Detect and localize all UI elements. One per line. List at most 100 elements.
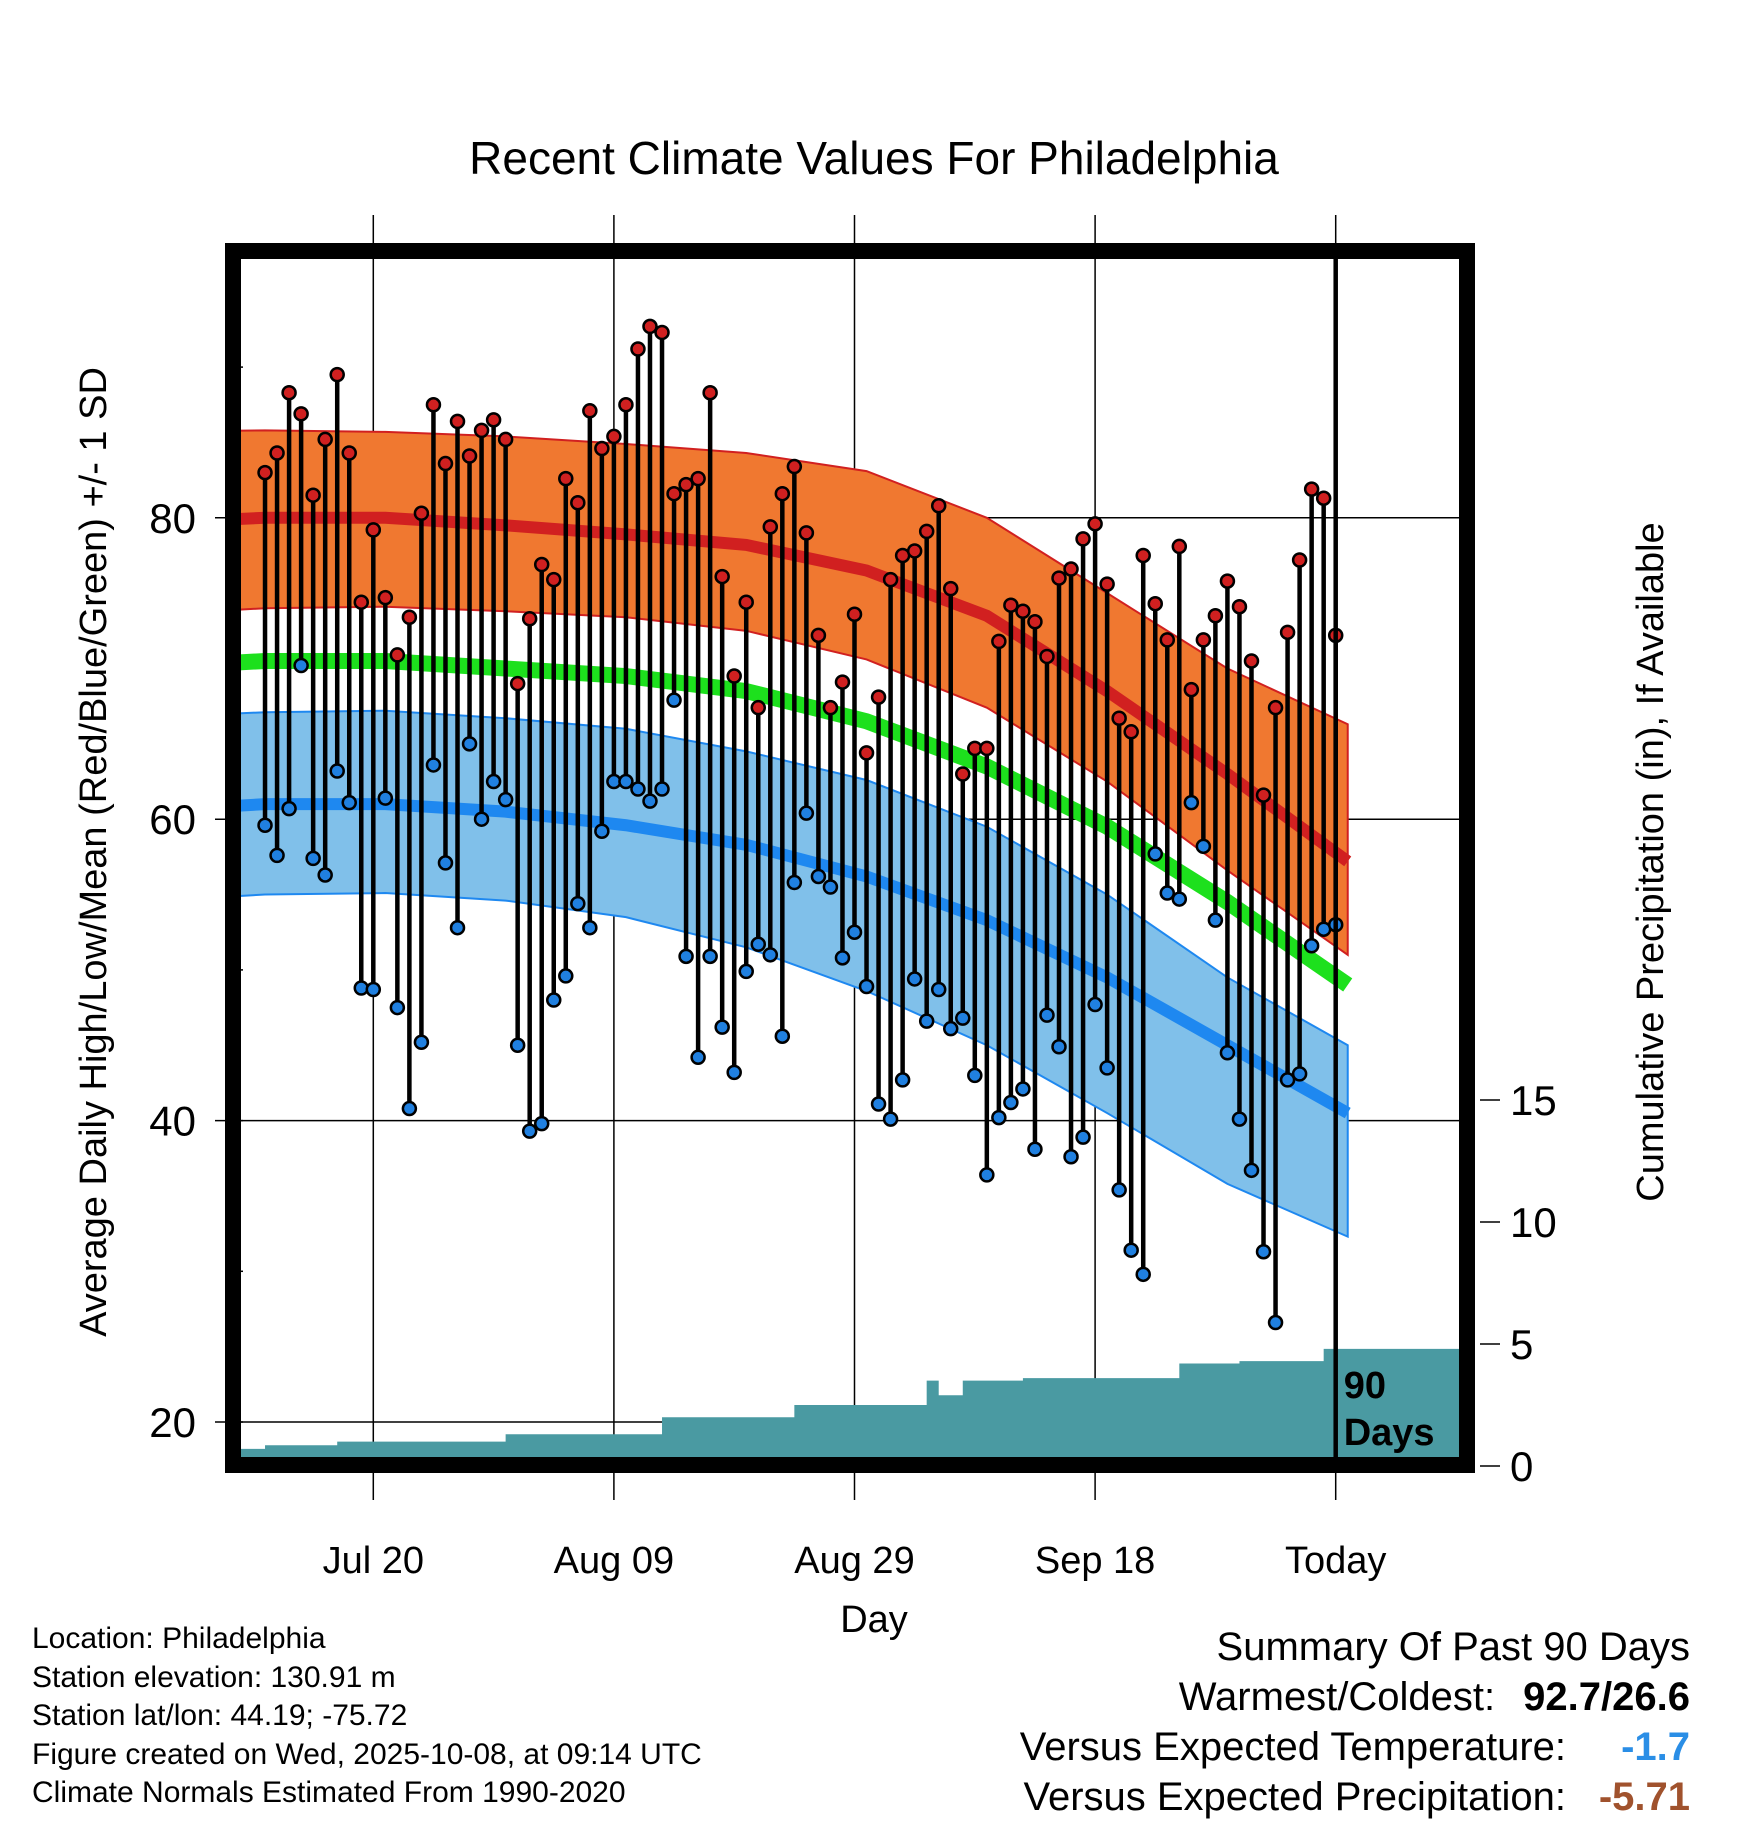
daily-low-point: [1219, 1045, 1236, 1061]
daily-high-point: [1267, 699, 1284, 716]
daily-high-point: [906, 543, 923, 559]
high-sd-band: [233, 429, 1349, 957]
daily-high-point: [930, 497, 947, 514]
daily-high-point: [1219, 573, 1236, 589]
daily-high-point: [497, 431, 514, 448]
x-axis-label: Day: [840, 1599, 908, 1641]
daily-low-point: [329, 763, 345, 779]
daily-low-point: [1087, 996, 1103, 1013]
warmest-coldest-row: Warmest/Coldest: 92.7/26.6: [1020, 1672, 1690, 1722]
low-sd-band: [233, 709, 1349, 1239]
daily-high-point: [1039, 648, 1055, 665]
high-normal-line: [233, 511, 1352, 867]
daily-low-point: [870, 1096, 887, 1112]
daily-low-point: [642, 793, 658, 809]
daily-high-point: [870, 689, 887, 705]
daily-high-point: [642, 318, 658, 335]
daily-low-point: [558, 968, 574, 984]
daily-high-point: [1099, 576, 1115, 592]
daily-high-point: [509, 675, 526, 692]
daily-low-point: [822, 879, 839, 895]
daily-low-point: [678, 948, 694, 965]
x-tick-label: Sep 18: [1035, 1540, 1155, 1582]
daily-high-point: [546, 571, 562, 588]
daily-low-point: [281, 800, 297, 817]
precip-area: [233, 1348, 1467, 1465]
daily-low-point: [533, 1115, 550, 1132]
daily-low-point: [618, 773, 634, 790]
daily-low-point: [1291, 1066, 1308, 1082]
daily-low-point: [377, 790, 394, 806]
daily-high-point: [1171, 538, 1188, 555]
daily-high-point: [1015, 603, 1031, 619]
daily-high-point: [1159, 632, 1176, 648]
daily-low-point: [726, 1064, 742, 1081]
daily-low-point: [401, 1100, 418, 1117]
y2-tick-label: 0: [1510, 1443, 1533, 1490]
daily-low-point: [1279, 1072, 1296, 1088]
daily-high-point: [991, 633, 1007, 650]
daily-high-point: [1255, 787, 1272, 803]
normals-text: Climate Normals Estimated From 1990-2020: [32, 1776, 626, 1809]
daily-low-point: [942, 1020, 959, 1037]
daily-low-point: [1183, 794, 1200, 811]
daily-low-point: [293, 657, 309, 674]
daily-high-point: [618, 397, 634, 413]
daily-low-point: [485, 773, 502, 790]
daily-high-point: [425, 397, 442, 413]
daily-high-point: [666, 485, 682, 502]
temp-anomaly-label: Versus Expected Temperature:: [1019, 1725, 1566, 1769]
daily-low-point: [955, 1010, 971, 1026]
y2-tick-label: 5: [1510, 1321, 1533, 1368]
daily-low-point: [1195, 838, 1212, 855]
daily-low-point: [702, 948, 718, 965]
daily-low-point: [1147, 846, 1163, 862]
daily-high-point: [293, 406, 309, 422]
daily-low-point: [798, 805, 815, 821]
daily-high-point: [822, 699, 839, 716]
daily-low-point: [1063, 1149, 1079, 1165]
daily-high-point: [1231, 598, 1248, 615]
daily-low-point: [630, 781, 646, 797]
daily-high-point: [269, 445, 285, 461]
daily-high-point: [485, 412, 502, 428]
warmest-coldest-value: 92.7/26.6: [1523, 1672, 1690, 1722]
daily-low-point: [269, 847, 285, 864]
daily-high-point: [377, 589, 394, 606]
daily-high-point: [1135, 547, 1151, 564]
daily-low-point: [846, 924, 863, 940]
daily-high-point: [810, 627, 827, 644]
daily-low-point: [762, 947, 779, 963]
daily-high-point: [630, 341, 646, 357]
daily-low-point: [991, 1109, 1007, 1126]
warmest-value: 92.7: [1523, 1675, 1602, 1719]
daily-low-point: [1171, 891, 1188, 907]
daily-high-point: [955, 766, 971, 782]
daily-low-point: [666, 692, 682, 708]
x-tick-label: Aug 09: [554, 1540, 674, 1582]
x-tick-label: Aug 29: [794, 1540, 914, 1582]
daily-high-point: [1063, 561, 1079, 577]
daily-high-point: [678, 476, 694, 493]
daily-low-point: [967, 1067, 983, 1084]
daily-low-point: [750, 936, 767, 953]
daily-low-point: [546, 992, 562, 1008]
temp-anomaly-row: Versus Expected Temperature: -1.7: [1020, 1722, 1690, 1772]
daily-low-point: [979, 1167, 995, 1183]
plot-frame: [225, 243, 1475, 1473]
daily-low-point: [1243, 1162, 1260, 1179]
latlon-text: Station lat/lon: 44.19; -75.72: [32, 1699, 408, 1732]
daily-high-point: [461, 448, 478, 464]
y2-axis-label: Cumulative Precipitation (in), If Availa…: [1630, 522, 1672, 1201]
precip-anomaly-row: Versus Expected Precipitation: -5.71: [1020, 1772, 1690, 1822]
y2-tick-label: 10: [1510, 1199, 1557, 1246]
daily-high-point: [1027, 614, 1043, 630]
daily-high-point: [329, 366, 345, 383]
daily-low-point: [654, 781, 670, 797]
daily-high-point: [1183, 681, 1200, 698]
daily-high-point: [918, 523, 935, 540]
daily-low-point: [509, 1037, 526, 1053]
daily-low-point: [774, 1028, 791, 1044]
daily-high-point: [834, 674, 851, 690]
warmest-coldest-label: Warmest/Coldest:: [1178, 1675, 1496, 1719]
